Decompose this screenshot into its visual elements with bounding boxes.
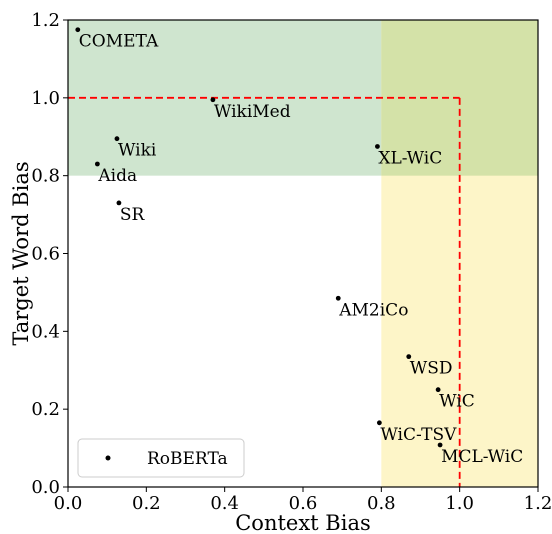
legend-label: RoBERTa <box>147 449 228 469</box>
data-point-label: XL-WiC <box>378 148 442 168</box>
shaded-regions <box>68 20 538 487</box>
data-point-label: WSD <box>410 359 453 379</box>
data-point <box>94 161 100 167</box>
y-tick-label: 0.8 <box>31 166 60 187</box>
data-point-label: SR <box>120 205 146 225</box>
x-tick-label: 0.2 <box>132 493 161 514</box>
legend-marker <box>105 455 111 461</box>
data-point <box>114 136 120 142</box>
data-point <box>375 144 380 149</box>
data-point-label: WiC <box>439 392 475 412</box>
data-point-label: Aida <box>97 166 137 186</box>
data-point <box>335 295 341 301</box>
data-point <box>116 200 122 206</box>
y-axis-label: Target Word Bias <box>9 161 33 345</box>
data-point-label: Wiki <box>118 141 157 161</box>
data-point-label: MCL-WiC <box>441 447 523 467</box>
x-axis-ticks: 0.0 0.2 0.4 0.6 0.8 1.0 1.2 <box>54 487 552 514</box>
y-tick-label: 0.6 <box>31 244 60 265</box>
data-point <box>210 97 216 103</box>
y-axis-ticks: 0.0 0.2 0.4 0.6 0.8 1.0 1.2 <box>31 10 68 498</box>
data-point <box>435 387 441 393</box>
x-tick-label: 0.6 <box>289 493 318 514</box>
y-tick-label: 0.0 <box>31 477 60 498</box>
y-tick-label: 1.0 <box>31 88 60 109</box>
data-point <box>75 27 81 33</box>
data-point-label: WikiMed <box>214 102 291 122</box>
x-tick-label: 0.0 <box>54 493 83 514</box>
x-axis-label: Context Bias <box>235 511 371 534</box>
threshold-lines <box>68 96 461 487</box>
data-point-label: COMETA <box>79 32 159 52</box>
data-points: COMETA WikiMed Wiki XL-WiC Aida SR AM2iCo WSD Wi… <box>75 27 523 467</box>
data-point <box>437 442 443 448</box>
x-tick-label: 0.4 <box>210 493 239 514</box>
y-tick-label: 1.2 <box>31 10 60 31</box>
legend: RoBERTa <box>77 438 245 478</box>
data-point <box>376 420 382 426</box>
y-tick-label: 0.2 <box>31 399 60 420</box>
x-tick-label: 1.2 <box>524 493 552 514</box>
data-point-label: WiC-TSV <box>380 425 457 445</box>
legend-box <box>77 438 245 478</box>
x-tick-label: 0.8 <box>367 493 396 514</box>
data-point-label: AM2iCo <box>338 300 408 320</box>
x-tick-label: 1.0 <box>445 493 474 514</box>
data-point <box>406 354 412 360</box>
y-tick-label: 0.4 <box>31 321 60 342</box>
